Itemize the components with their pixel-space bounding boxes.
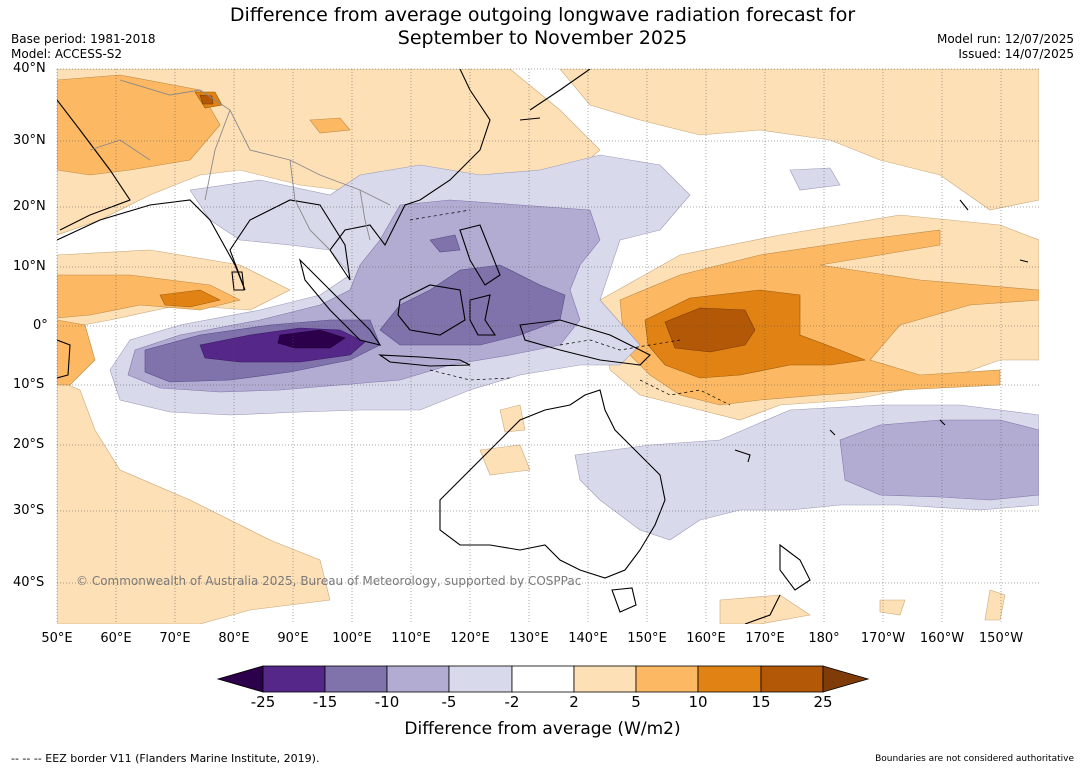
colorbar-tick: -5 (441, 693, 457, 711)
model-name: Model: ACCESS-S2 (11, 47, 123, 61)
eez-borders (409, 209, 731, 406)
lon-label-100e: 100°E (332, 631, 372, 646)
issued-date: Issued: 14/07/2025 (958, 47, 1074, 61)
eez-legend-note: -- -- -- EEZ border V11 (Flanders Marine… (11, 752, 320, 765)
lon-label-150e: 150°E (627, 631, 667, 646)
colorbar-tick: 5 (631, 693, 641, 711)
lon-label-180: 180° (808, 631, 840, 646)
lat-label-40n: 40°N (13, 61, 46, 76)
lon-label-170w: 170°W (860, 631, 906, 646)
model-run: Model run: 12/07/2025 (936, 32, 1074, 46)
lat-label-40s: 40°S (13, 575, 45, 590)
colorbar-segment-8 (697, 665, 762, 693)
lon-label-130e: 130°E (509, 631, 549, 646)
anomaly-below-minus-25 (277, 329, 346, 349)
colorbar-segment-6 (573, 665, 637, 693)
lat-label-30n: 30°N (13, 133, 46, 148)
lon-label-90e: 90°E (277, 631, 309, 646)
lat-label-20n: 20°N (13, 199, 46, 214)
map-title: Difference from average outgoing longwav… (0, 4, 1085, 50)
lon-label-160w: 160°W (919, 631, 965, 646)
lon-label-160e: 160°E (686, 631, 726, 646)
boundaries-disclaimer: Boundaries are not considered authoritat… (875, 754, 1074, 764)
anomaly-15-to-25 (199, 94, 756, 353)
colorbar-segment-5 (511, 665, 575, 693)
lon-label-110e: 110°E (391, 631, 431, 646)
lat-label-20s: 20°S (13, 437, 45, 452)
colorbar-tick: -15 (312, 693, 338, 711)
meta-right: Model run: 12/07/2025 Issued: 14/07/2025 (937, 32, 1074, 62)
meta-left: Base period: 1981-2018 Model: ACCESS-S2 (11, 32, 156, 62)
colorbar (216, 665, 870, 693)
colorbar-segment-1 (262, 665, 326, 693)
colorbar-tick: 25 (813, 693, 833, 711)
lon-label-70e: 70°E (159, 631, 191, 646)
lon-label-50e: 50°E (41, 631, 73, 646)
lon-label-170e: 170°E (745, 631, 785, 646)
anomaly-field (57, 69, 1039, 624)
lon-label-80e: 80°E (218, 631, 250, 646)
lat-label-0: 0° (33, 318, 48, 333)
colorbar-segment-2 (324, 665, 388, 693)
colorbar-tick: 10 (688, 693, 708, 711)
copyright-notice: © Commonwealth of Australia 2025, Bureau… (76, 574, 582, 588)
coastlines (57, 69, 1029, 624)
colorbar-segment-7 (635, 665, 699, 693)
base-period: Base period: 1981-2018 (11, 32, 156, 46)
title-line-2: September to November 2025 (397, 27, 688, 49)
title-line-1: Difference from average outgoing longwav… (229, 4, 856, 26)
country-borders (89, 79, 391, 251)
colorbar-segment-9 (760, 665, 824, 693)
lon-label-140e: 140°E (568, 631, 608, 646)
graticule (56, 68, 1039, 624)
colorbar-segment-10 (822, 665, 870, 693)
colorbar-tick: 2 (569, 693, 579, 711)
colorbar-tick: -25 (250, 693, 276, 711)
lon-label-60e: 60°E (100, 631, 132, 646)
lat-label-10n: 10°N (13, 259, 46, 274)
lon-label-150w: 150°W (978, 631, 1024, 646)
colorbar-segment-3 (386, 665, 450, 693)
lat-label-10s: 10°S (13, 377, 45, 392)
colorbar-tick: -2 (504, 693, 520, 711)
colorbar-segment-4 (448, 665, 513, 693)
colorbar-tick: 15 (751, 693, 771, 711)
lat-label-30s: 30°S (13, 503, 45, 518)
lon-label-120e: 120°E (450, 631, 490, 646)
colorbar-tick: -10 (374, 693, 400, 711)
colorbar-title: Difference from average (W/m2) (404, 719, 681, 739)
colorbar-segment-0 (216, 665, 264, 693)
